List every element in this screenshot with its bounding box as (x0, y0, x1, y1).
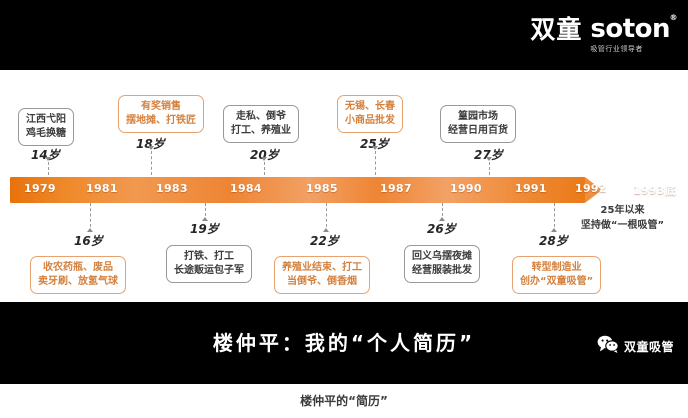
logo-english-block: soton ® 吸管行业领导者 (590, 14, 677, 54)
event-age-label: 27岁 (474, 148, 503, 162)
timeline-year-1979: 1979 (24, 182, 56, 195)
event-box: 走私、倒爷打工、养殖业 (223, 105, 299, 143)
timeline-year-1991: 1991 (515, 182, 547, 195)
event-age-label: 14岁 (31, 148, 60, 162)
event-connector-line (205, 203, 206, 216)
event-connector-line (90, 203, 91, 227)
timeline-bar (10, 177, 585, 203)
footer-bar (0, 302, 688, 384)
wechat-account-label: 双童吸管 (623, 339, 674, 354)
timeline-arrow-icon (585, 177, 602, 203)
event-line-2: 小商品批发 (345, 115, 395, 126)
logo-subtitle: 吸管行业领导者 (590, 45, 643, 53)
timeline-year-1993底: 1993底 (633, 184, 677, 197)
event-connector-line (442, 203, 443, 216)
event-connector-line (489, 162, 490, 175)
event-line-1: 江西弋阳 (26, 114, 66, 125)
event-connector-arrow-icon (45, 157, 51, 161)
timeline-year-1990: 1990 (450, 182, 482, 195)
event-box: 收农药瓶、废品 卖牙刷、放氢气球 (30, 256, 126, 294)
event-connector-arrow-icon (261, 157, 267, 161)
footer-title: 楼仲平：我的“个人简历” (212, 331, 476, 355)
event-connector-line (554, 203, 555, 227)
event-line-1: 打铁、打工 (184, 251, 234, 262)
event-connector-line (375, 151, 376, 175)
timeline-year-1981: 1981 (86, 182, 118, 195)
event-connector-arrow-icon (372, 146, 378, 150)
wechat-icon (597, 335, 619, 357)
event-line-2: 经营服装批发 (412, 265, 472, 276)
event-connector-arrow-icon (87, 228, 93, 232)
event-age-label: 28岁 (539, 234, 568, 248)
event-line-1: 转型制造业 (531, 262, 582, 273)
event-box: 有奖销售摆地摊、打铁匠 (118, 95, 204, 133)
event-connector-arrow-icon (323, 228, 329, 232)
event-age-label: 25岁 (360, 137, 389, 151)
logo-english-text: soton (590, 14, 670, 44)
brand-logo: 双童 soton ® 吸管行业领导者 (530, 14, 677, 54)
event-line-1: 养殖业结束、打工 (282, 262, 362, 273)
event-box: 转型制造业创办“双童吸管” (512, 256, 602, 294)
event-box: 养殖业结束、打工 当倒爷、倒香烟 (274, 256, 370, 294)
timeline-year-1984: 1984 (230, 182, 262, 195)
event-line-1: 走私、倒爷 (236, 111, 286, 122)
event-line-1: 篁园市场 (458, 111, 498, 122)
event-connector-arrow-icon (551, 228, 557, 232)
event-box: 回义乌摆夜摊 经营服装批发 (404, 245, 480, 283)
logo-english-name: soton ® (590, 14, 677, 44)
slogan-line-1: 25年以来 (600, 205, 645, 216)
timeline-year-1987: 1987 (380, 182, 412, 195)
event-connector-arrow-icon (148, 146, 154, 150)
logo-chinese-name: 双童 (530, 15, 583, 44)
timeline-year-1985: 1985 (306, 182, 338, 195)
event-age-label: 16岁 (74, 234, 103, 248)
event-age-label: 22岁 (310, 234, 339, 248)
event-connector-line (264, 162, 265, 175)
event-line-2: 摆地摊、打铁匠 (126, 115, 196, 126)
event-line-1: 无锡、长春 (345, 101, 395, 112)
event-box: 无锡、长春小商品批发 (337, 95, 403, 133)
event-box: 篁园市场经营日用百货 (440, 105, 516, 143)
event-connector-arrow-icon (202, 217, 208, 221)
timeline-year-1983: 1983 (156, 182, 188, 195)
slogan-line-2: 坚持做“一根吸管” (580, 220, 665, 231)
event-line-2: 卖牙刷、放氢气球 (38, 276, 118, 287)
event-line-2: 鸡毛换糖 (26, 128, 66, 139)
event-line-1: 收农药瓶、废品 (43, 262, 113, 273)
event-age-label: 19岁 (190, 222, 219, 236)
event-line-2: 经营日用百货 (448, 125, 508, 136)
event-connector-line (151, 151, 152, 175)
event-box: 江西弋阳 鸡毛换糖 (18, 108, 74, 146)
registered-trademark-icon: ® (669, 13, 678, 22)
event-line-1: 有奖销售 (141, 101, 181, 112)
event-line-2: 长途贩运包子军 (174, 265, 244, 276)
event-box: 打铁、打工长途贩运包子军 (166, 245, 252, 283)
header-bar: 双童 soton ® 吸管行业领导者 (0, 0, 688, 70)
event-connector-line (48, 162, 49, 175)
event-age-label: 18岁 (136, 137, 165, 151)
event-line-2: 当倒爷、倒香烟 (287, 276, 357, 287)
event-line-1: 回义乌摆夜摊 (412, 251, 472, 262)
image-caption: 楼仲平的“简历” (300, 394, 388, 408)
event-connector-arrow-icon (439, 217, 445, 221)
timeline-year-1992: 1992 (575, 182, 607, 195)
event-connector-arrow-icon (486, 157, 492, 161)
event-connector-line (326, 203, 327, 227)
event-age-label: 20岁 (250, 148, 279, 162)
wechat-account: 双童吸管 (597, 335, 674, 357)
event-line-2: 创办“双童吸管” (520, 276, 594, 287)
slogan-text: 25年以来 坚持做“一根吸管” (560, 203, 685, 233)
event-line-2: 打工、养殖业 (231, 125, 291, 136)
timeline-stage: 1979 1981 1983 1984 1985 1987 1990 1991 1992 1993… (0, 70, 688, 302)
event-age-label: 26岁 (427, 222, 456, 236)
